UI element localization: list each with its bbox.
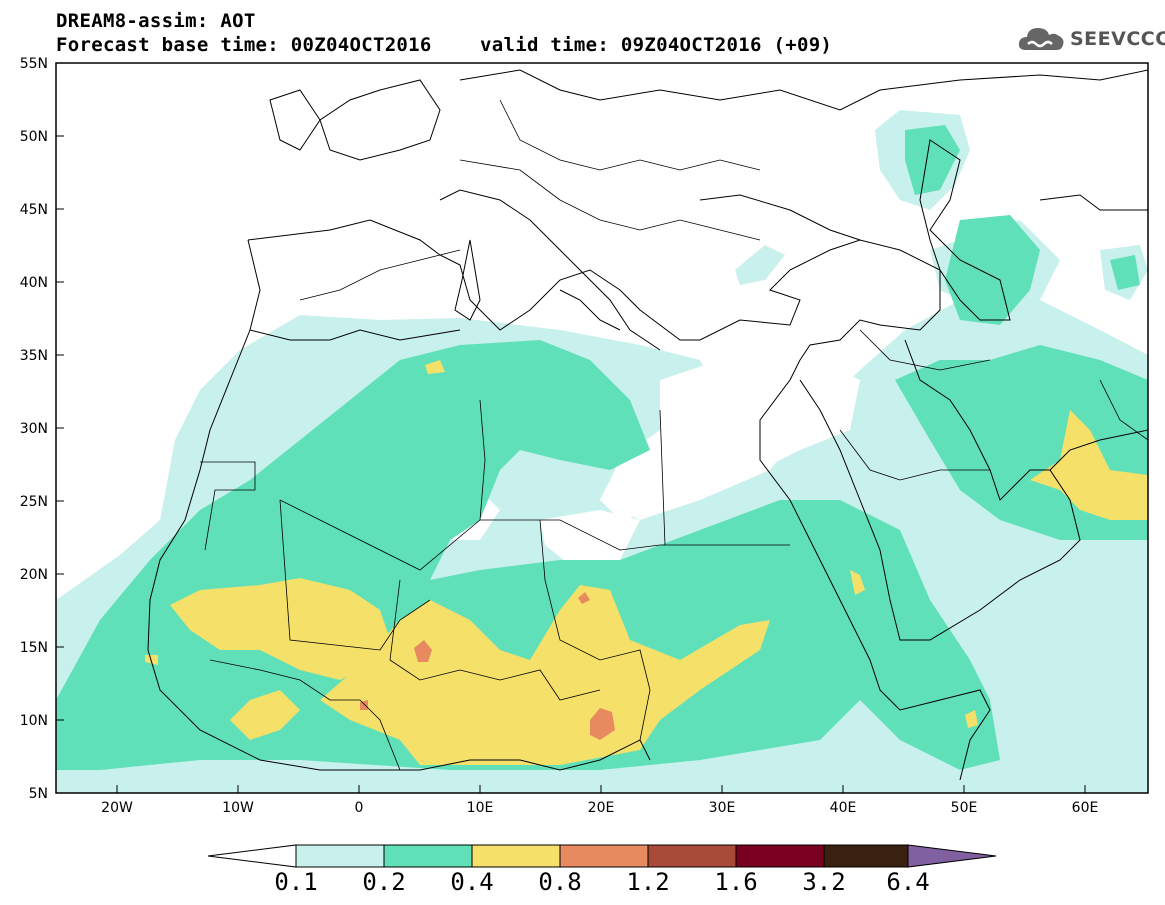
y-tick-label: 40N <box>20 275 48 291</box>
valid-time: valid time: 09Z04OCT2016 (+09) <box>480 34 833 56</box>
y-axis-labels: 55N 50N 45N 40N 35N 30N 25N 20N 15N 10N … <box>20 56 48 802</box>
colorbar-swatch <box>647 844 737 868</box>
colorbar-swatch <box>295 844 385 868</box>
colorbar-swatch <box>471 844 561 868</box>
colorbar-swatch <box>735 844 825 868</box>
forecast-base-time: Forecast base time: 00Z04OCT2016 <box>56 34 432 56</box>
y-tick-label: 20N <box>20 567 48 583</box>
x-tick-label: 0 <box>355 800 364 816</box>
colorbar-label: 0.1 <box>274 868 318 896</box>
y-tick-label: 10N <box>20 713 48 729</box>
country-borders <box>200 99 1148 771</box>
axis-ticks <box>56 135 1086 793</box>
logo-text: SEEVCCC <box>1070 28 1165 50</box>
colorbar-label: 3.2 <box>802 868 846 896</box>
colorbar-swatch <box>383 844 473 868</box>
aot-field <box>56 63 1148 793</box>
colorbar-right-arrow <box>907 844 997 868</box>
aot-0.8-1.2-layer <box>360 592 615 740</box>
cloud-icon <box>1018 28 1064 50</box>
x-tick-label: 10W <box>222 800 254 816</box>
x-tick-label: 20E <box>588 800 615 816</box>
coastlines <box>147 69 1148 781</box>
colorbar-label: 0.2 <box>362 868 406 896</box>
colorbar-label: 0.8 <box>538 868 582 896</box>
colorbar-label: 6.4 <box>886 868 930 896</box>
y-tick-label: 55N <box>20 56 48 72</box>
seevccc-logo: SEEVCCC <box>1018 24 1165 54</box>
y-tick-label: 50N <box>20 129 48 145</box>
y-tick-label: 5N <box>29 786 48 802</box>
colorbar-left-arrow <box>207 844 297 868</box>
x-tick-label: 40E <box>830 800 857 816</box>
y-tick-label: 30N <box>20 421 48 437</box>
colorbar-swatch <box>823 844 909 868</box>
y-tick-label: 35N <box>20 348 48 364</box>
colorbar-label: 1.2 <box>626 868 670 896</box>
aot-0.4-0.8-layer <box>145 360 1148 765</box>
x-axis-labels: 20W 10W 0 10E 20E 30E 40E 50E 60E <box>101 800 1098 816</box>
colorbar-label: 0.4 <box>450 868 494 896</box>
map-title: DREAM8-assim: AOT <box>56 10 256 32</box>
x-tick-label: 30E <box>709 800 736 816</box>
colorbar <box>207 844 997 868</box>
y-tick-label: 15N <box>20 640 48 656</box>
x-tick-label: 10E <box>467 800 494 816</box>
x-tick-label: 60E <box>1072 800 1099 816</box>
y-tick-label: 45N <box>20 202 48 218</box>
colorbar-swatch <box>559 844 649 868</box>
x-tick-label: 20W <box>101 800 133 816</box>
x-tick-label: 50E <box>951 800 978 816</box>
colorbar-label: 1.6 <box>714 868 758 896</box>
y-tick-label: 25N <box>20 494 48 510</box>
